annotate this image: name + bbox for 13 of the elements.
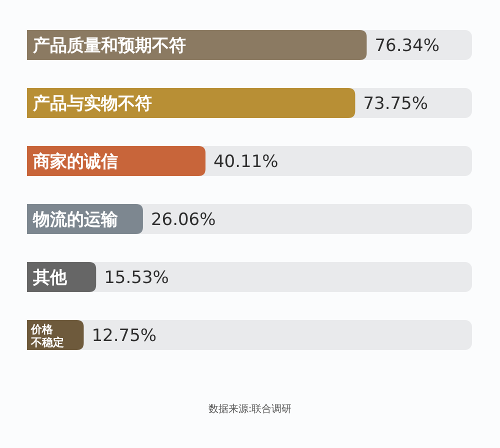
y-tick-label: 价格不稳定 — [30, 323, 64, 349]
data-label: 12.75% — [92, 326, 157, 346]
source-note: 数据来源:联合调研 — [208, 403, 292, 415]
y-tick-label: 商家的诚信 — [32, 152, 118, 172]
data-label: 15.53% — [104, 268, 169, 288]
y-tick-label: 其他 — [32, 268, 68, 288]
y-tick-label: 产品质量和预期不符 — [32, 36, 186, 56]
data-label: 26.06% — [150, 210, 216, 230]
y-tick-label: 产品与实物不符 — [32, 94, 152, 114]
data-label: 73.75% — [363, 94, 428, 114]
data-label: 40.11% — [213, 152, 278, 172]
data-label: 76.34% — [374, 36, 440, 56]
y-tick-label: 物流的运输 — [32, 210, 119, 230]
